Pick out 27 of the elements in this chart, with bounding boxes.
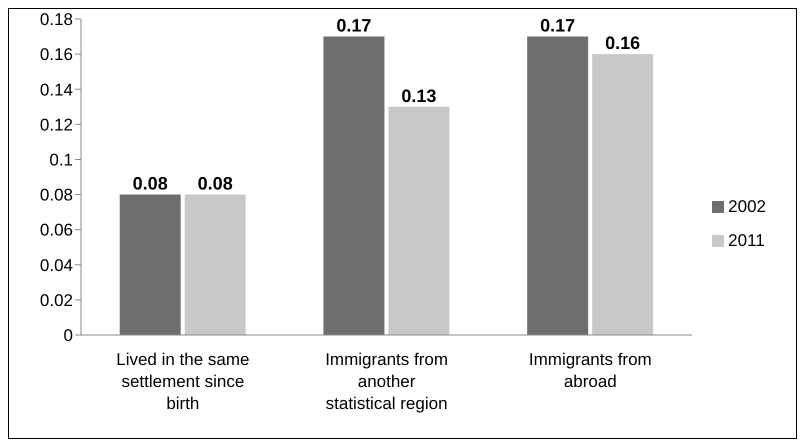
- data-label: 0.17: [336, 16, 372, 36]
- y-tick-label: 0.02: [40, 290, 73, 310]
- y-tick-label: 0.16: [40, 45, 73, 64]
- bar: [592, 54, 654, 335]
- y-tick-label: 0.08: [40, 186, 73, 205]
- y-tick-label: 0.12: [40, 115, 73, 134]
- y-tick-label: 0.1: [49, 150, 73, 170]
- legend-label: 2011: [728, 230, 765, 250]
- bar: [527, 36, 588, 335]
- y-tick-label: 0.04: [40, 256, 73, 275]
- bar: [323, 36, 384, 335]
- bar: [184, 194, 246, 335]
- y-tick-label: 0: [64, 326, 73, 346]
- bar: [120, 194, 181, 335]
- x-tick-label: Immigrants from another statistical region: [325, 350, 448, 413]
- data-label: 0.08: [198, 174, 233, 194]
- data-label: 0.08: [132, 174, 168, 194]
- x-tick-label: Lived in the same settlement since birth: [116, 350, 250, 413]
- data-label: 0.17: [540, 16, 576, 36]
- bar: [388, 106, 450, 335]
- y-tick-label: 0.18: [40, 10, 73, 30]
- data-label: 0.16: [605, 33, 640, 54]
- y-tick-label: 0.06: [40, 220, 73, 240]
- legend-label: 2002: [728, 196, 766, 216]
- data-label: 0.13: [401, 86, 436, 106]
- x-tick-label: Immigrants from abroad: [528, 350, 652, 391]
- y-tick-label: 0.14: [40, 80, 73, 100]
